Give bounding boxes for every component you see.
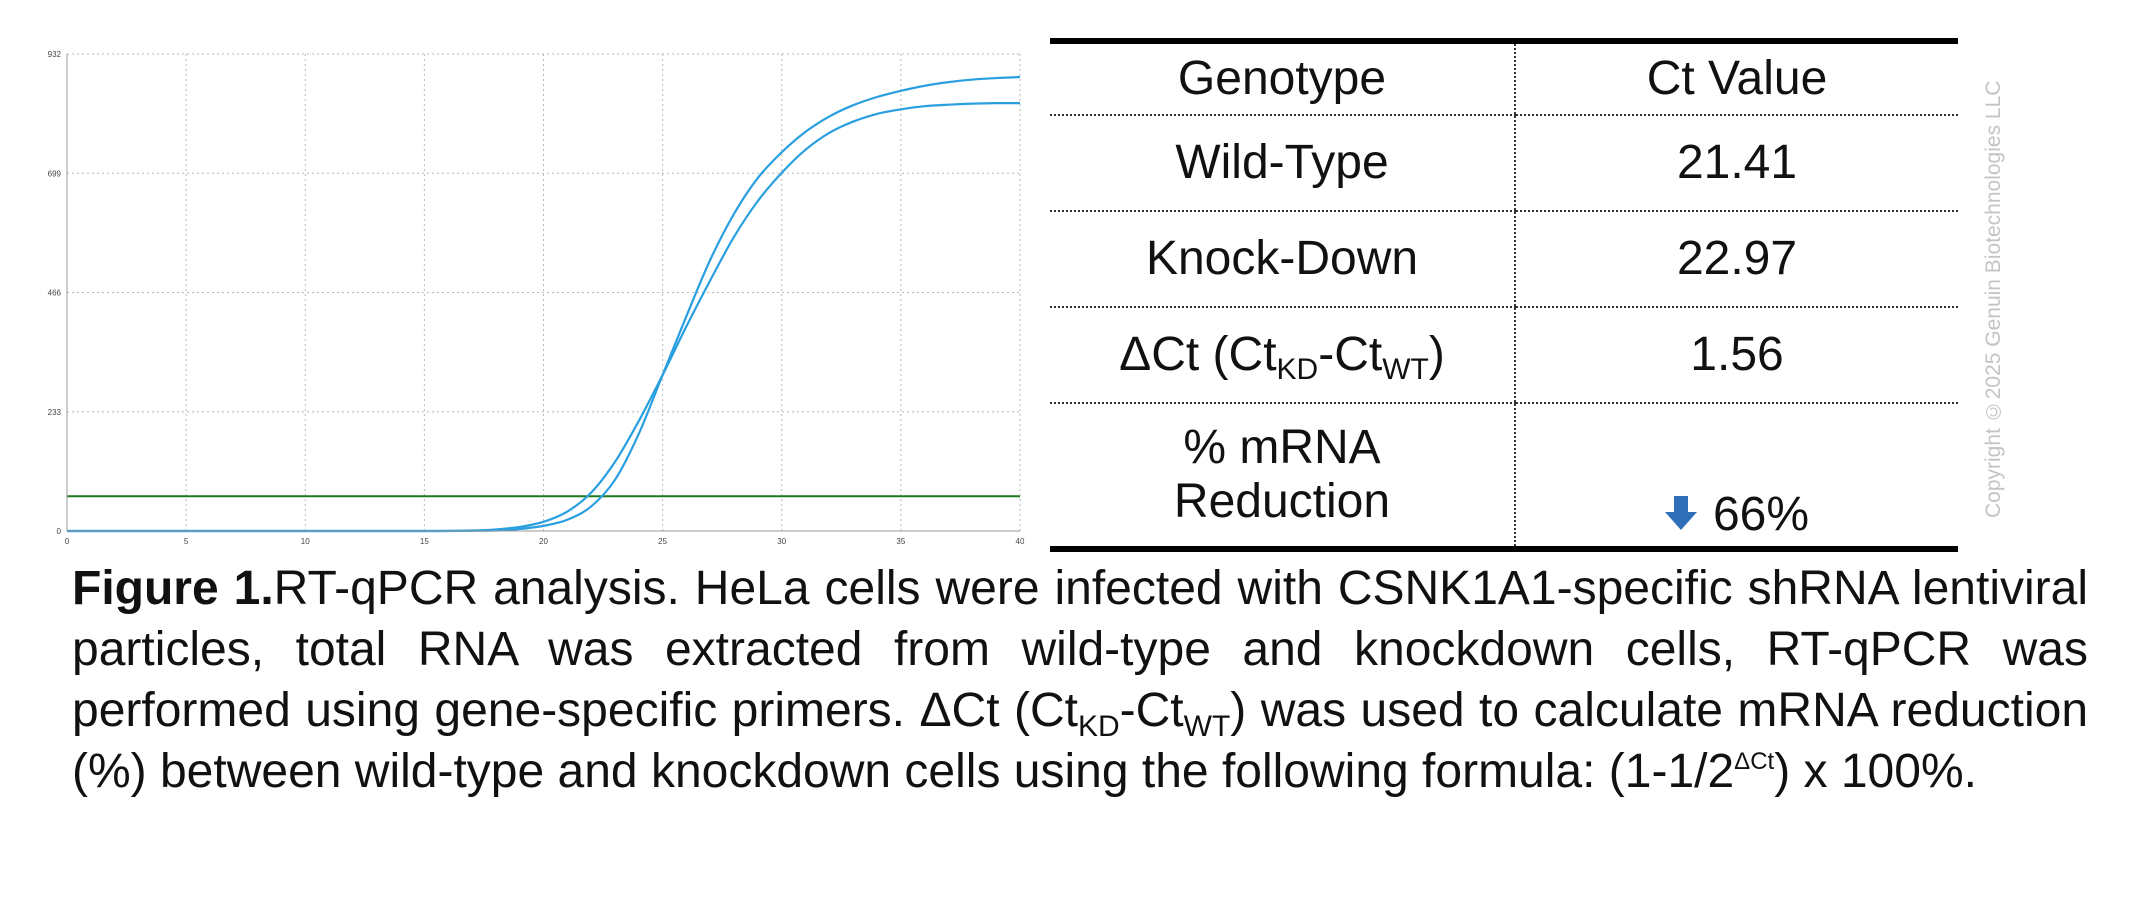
y-tick-label: 0 [57,527,62,536]
x-tick-label: 20 [539,537,548,546]
arrow-down-icon [1664,496,1697,532]
x-tick-label: 5 [184,537,189,546]
caption-sub-kd: KD [1077,710,1120,743]
delta-ct-text: ΔCt (Ct [1119,328,1277,382]
delta-ct-close: ) [1428,328,1445,382]
grid-lines [67,53,1021,531]
x-tick-label: 10 [301,537,310,546]
copyright-watermark: Copyright ©2025 Genuin Biotechnologies L… [1982,80,2005,518]
row-label: Knock-Down [1050,211,1515,308]
caption-text-3: ) was used to calculate mRNA reduction (… [72,684,2089,798]
table-header-row: Genotype Ct Value [1050,38,1958,116]
row-label-mrna-reduction: % mRNA Reduction [1050,403,1515,552]
table-row-mrna-reduction: % mRNA Reduction 66% [1050,403,1958,552]
row-value-reduction: 66% [1514,403,1958,552]
x-tick-label: 40 [1016,537,1025,546]
header-genotype: Genotype [1050,38,1515,116]
axes [66,54,1020,532]
row-label-delta-ct: ΔCt (CtKD-CtWT) [1050,307,1515,404]
y-tick-label: 699 [48,169,62,178]
y-tick-label: 932 [48,50,62,59]
subscript-wt: WT [1382,353,1429,387]
reduction-value: 66% [1712,488,1810,542]
x-tick-label: 30 [777,537,786,546]
row-value: 1.56 [1514,307,1958,404]
header-ct-value: Ct Value [1514,38,1958,116]
row-value: 22.97 [1514,211,1958,308]
x-tick-label: 25 [658,537,667,546]
y-tick-label: 233 [48,408,62,417]
figure-caption: Figure 1.RT-qPCR analysis. HeLa cells we… [72,558,2088,802]
row-value: 21.41 [1514,115,1958,212]
caption-sup-delta-ct: ΔCt [1734,748,1775,775]
label-line-1: % mRNA [1183,421,1381,475]
caption-title: Figure 1. [72,562,274,615]
table-row-knock-down: Knock-Down 22.97 [1050,211,1958,308]
subscript-kd: KD [1276,353,1319,387]
caption-text-4: ) x 100%. [1774,745,1977,798]
caption-text-1: RT-qPCR analysis. HeLa cells were infect… [72,562,2088,737]
x-tick-label: 0 [65,537,70,546]
row-label: Wild-Type [1050,115,1515,212]
x-tick-label: 15 [420,537,429,546]
table-row-delta-ct: ΔCt (CtKD-CtWT) 1.56 [1050,307,1958,404]
caption-sub-wt: WT [1183,710,1231,743]
caption-text-2: -Ct [1119,684,1184,737]
tick-labels: 0 5 10 15 20 25 30 35 40 0 233 466 699 932 [48,50,1025,546]
label-line-2: Reduction [1173,475,1391,528]
delta-ct-minus: -Ct [1318,328,1383,382]
ct-value-table: Genotype Ct Value Wild-Type 21.41 Knock-… [1050,38,1958,552]
amplification-curve [66,101,1021,533]
x-tick-label: 35 [896,537,905,546]
amplification-chart: 0 5 10 15 20 25 30 35 40 0 233 466 699 932 [48,50,1025,546]
y-tick-label: 466 [48,289,62,298]
table-row-wild-type: Wild-Type 21.41 [1050,115,1958,212]
